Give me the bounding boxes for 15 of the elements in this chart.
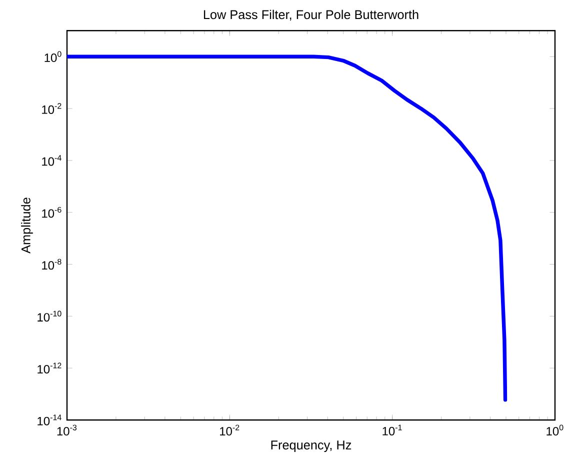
y-tick-label: 10$^{-8}$ — [42, 258, 62, 270]
x-tick-label: 10$^{-2}$ — [220, 424, 240, 436]
y-axis-title: Amplitude — [21, 198, 33, 254]
y-tick-label: 10$^{-4}$ — [42, 155, 62, 166]
x-tick-label: 10$^{-1}$ — [382, 424, 402, 436]
y-tick-label: 10$^{-2}$ — [42, 103, 62, 114]
x-axis-title: Frequency, Hz — [271, 440, 352, 452]
y-tick-label: 10$^{-10}$ — [38, 310, 62, 322]
x-tick-label: 10$^{0}$ — [546, 424, 564, 436]
chart-title: Low Pass Filter, Four Pole Butterworth — [204, 10, 418, 21]
y-tick-label: 10$^{0}$ — [44, 51, 62, 62]
y-tick-label: 10$^{-14}$ — [38, 414, 62, 426]
y-tick-label: 10$^{-6}$ — [42, 206, 62, 218]
y-tick-label: 10$^{-12}$ — [38, 362, 62, 374]
x-tick-label: 10$^{-3}$ — [57, 424, 77, 436]
